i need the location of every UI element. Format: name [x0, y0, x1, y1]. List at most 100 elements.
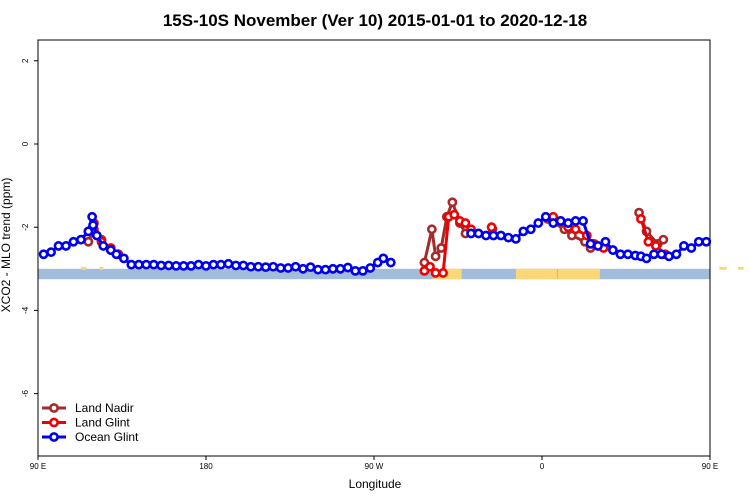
land-glint-point — [650, 241, 661, 251]
ocean-glint-point — [563, 218, 574, 228]
land-band-segment — [515, 268, 557, 280]
ocean-glint-point — [290, 261, 301, 272]
land-glint-point — [438, 268, 448, 278]
ocean-glint-point — [178, 260, 189, 271]
ocean-glint-point — [701, 236, 712, 247]
land-glint-point — [636, 213, 646, 224]
legend-ocean-glint-label: Ocean Glint — [75, 430, 139, 444]
ocean-glint-point — [693, 236, 704, 247]
ocean-glint-point — [275, 263, 286, 273]
ocean-glint-point — [335, 263, 346, 274]
ocean-glint-point — [260, 262, 271, 273]
land-glint-point — [460, 218, 471, 228]
ocean-glint-point — [365, 263, 376, 273]
land-nadir-point — [83, 236, 94, 247]
ocean-glint-point — [230, 260, 241, 271]
axes: 90 E 180 90 W 0 90 E 2 0 -2 -4 -6 — [21, 58, 718, 471]
ocean-glint-point — [98, 241, 109, 251]
ocean-glint-point — [216, 259, 226, 270]
legend-ocean-glint-marker — [49, 432, 59, 442]
ocean-glint-point — [570, 216, 581, 226]
y-axis-label: XCO2 - MLO trend (ppm) — [0, 178, 13, 313]
ocean-glint-point — [118, 253, 129, 264]
ocean-glint-point — [656, 249, 667, 260]
ocean-glint-point — [600, 236, 611, 247]
ocean-glint-point — [320, 264, 331, 275]
land-band-speck — [99, 266, 104, 270]
ocean-glint-point — [88, 220, 98, 231]
ocean-glint-point — [193, 259, 204, 270]
ocean-glint-point — [76, 234, 86, 245]
land-nadir-point — [430, 251, 441, 262]
x-tick-label: 90 E — [30, 462, 46, 471]
ocean-glint-point — [678, 241, 689, 251]
ocean-glint-point — [342, 262, 353, 273]
ocean-glint-point — [385, 257, 396, 268]
ocean-glint-point — [350, 265, 361, 276]
legend-land-nadir-label: Land Nadir — [75, 401, 134, 415]
ocean-glint-point — [208, 259, 219, 270]
ocean-glint-point — [488, 230, 499, 241]
ocean-glint-point — [540, 211, 551, 222]
ocean-glint-point — [533, 218, 544, 228]
ocean-glint-point — [578, 216, 588, 226]
ocean-glint-point — [141, 259, 152, 270]
x-tick-label: 0 — [540, 462, 545, 471]
x-axis-label: Longitude — [349, 477, 402, 491]
land-glint-point — [486, 222, 497, 233]
y-tick-label: -4 — [21, 306, 30, 314]
ocean-glint-point — [201, 260, 211, 271]
land-glint-point — [430, 268, 441, 278]
ocean-glint-point — [238, 260, 249, 271]
ocean-glint-point — [87, 211, 98, 222]
ocean-glint-point — [671, 249, 682, 260]
ocean-glint-point — [111, 249, 122, 260]
ocean-glint-point — [608, 245, 618, 255]
ocean-glint-point — [53, 241, 64, 251]
ocean-glint-point — [641, 253, 652, 264]
land-band-speck — [738, 266, 744, 270]
ocean-glint-point — [686, 243, 697, 253]
legend-land-glint-label: Land Glint — [75, 416, 130, 430]
ocean-glint-point — [525, 224, 536, 235]
ocean-glint-point — [91, 230, 102, 241]
ocean-glint-point — [253, 261, 264, 272]
ocean-glint-point — [223, 258, 234, 269]
land-glint-point — [449, 209, 460, 220]
land-band-segment — [557, 268, 600, 280]
land-nadir-point — [436, 243, 447, 253]
legend-land-nadir-marker — [49, 403, 59, 413]
land-nadir-point — [426, 224, 437, 235]
ocean-glint-point — [466, 228, 476, 239]
land-band-speck — [719, 266, 727, 270]
ocean-glint-point — [615, 249, 626, 260]
ocean-glint-point — [126, 259, 137, 270]
land-nadir-point — [658, 234, 669, 245]
ocean-glint-point — [268, 261, 279, 272]
ocean-glint-point — [245, 261, 256, 272]
y-tick-label: 0 — [21, 141, 30, 146]
ocean-glint-point — [148, 259, 159, 270]
ocean-glint-point — [171, 260, 182, 271]
legend-land-glint-marker — [49, 417, 59, 428]
ocean-band — [38, 268, 710, 280]
ocean-glint-point — [305, 262, 316, 273]
ocean-glint-point — [481, 230, 491, 241]
ocean-glint-point — [378, 253, 389, 264]
ocean-glint-point — [313, 264, 323, 275]
ocean-glint-point — [593, 241, 603, 251]
ocean-glint-point — [46, 247, 56, 258]
y-tick-label: -6 — [21, 389, 30, 397]
ocean-glint-point — [83, 226, 94, 237]
x-tick-label: 90 W — [365, 462, 384, 471]
ocean-glint-point — [283, 263, 294, 273]
plot-area — [38, 197, 744, 280]
land-glint-point — [643, 236, 654, 247]
ocean-glint-point — [510, 233, 521, 244]
ocean-glint-point — [555, 216, 566, 226]
land-glint-point — [425, 261, 435, 272]
ocean-glint-point — [622, 249, 633, 260]
chart-title: 15S-10S November (Ver 10) 2015-01-01 to … — [163, 11, 587, 30]
ocean-glint-point — [156, 260, 167, 271]
ocean-glint-point — [649, 249, 659, 260]
